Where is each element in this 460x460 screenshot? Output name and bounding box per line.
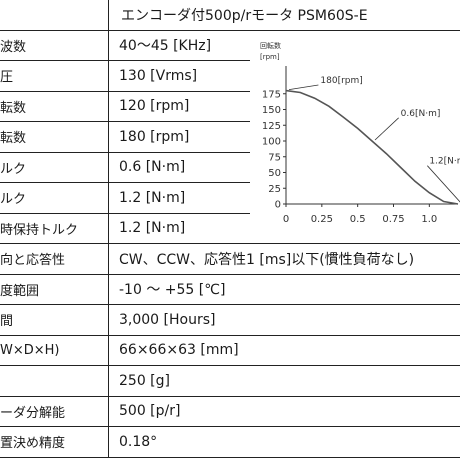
annotation-leader [427, 165, 460, 203]
spec-header-label [0, 0, 109, 31]
spec-row-label: 置決め精度 [0, 426, 109, 458]
spec-row-label: 時保持トルク [0, 213, 109, 244]
spec-row: 間 3,000 [Hours] [0, 304, 460, 336]
annotation-label: 0.6[N·m] [401, 109, 441, 119]
spec-row-value: 3,000 [Hours] [108, 304, 460, 336]
spec-row-label: 向と応答性 [0, 243, 109, 275]
spec-row: ーダ分解能 500 [p/r] [0, 396, 460, 427]
spec-row-value: -10 ～ +55 [℃] [108, 274, 460, 305]
spec-row: 向と応答性 CW、CCW、応答性1 [ms]以下(慣性負荷なし) [0, 243, 460, 275]
chart-svg: 回転数 [rpm] 0 25 50 75 100 125 150 175 0 0.25 0.5 0.75 1… [260, 41, 460, 225]
spec-row: 度範囲 -10 ～ +55 [℃] [0, 274, 460, 305]
y-axis-label: [rpm] [260, 53, 280, 61]
spec-row-label: 転数 [0, 121, 109, 153]
spec-row-label [0, 365, 109, 397]
torque-speed-chart: 回転数 [rpm] 0 25 50 75 100 125 150 175 0 0.25 0.5 0.75 1… [250, 36, 460, 236]
spec-row-label: 波数 [0, 30, 109, 61]
spec-row: 置決め精度 0.18° [0, 426, 460, 458]
spec-row-label: 間 [0, 304, 109, 336]
y-tick-label: 75 [268, 152, 281, 163]
spec-row-label: ルク [0, 182, 109, 214]
x-tick-label: 0.75 [382, 214, 404, 225]
spec-header-row: エンコーダ付500p/rモータ PSM60S-E [0, 0, 460, 31]
y-tick-label: 150 [262, 105, 281, 116]
spec-row-label: W×D×H) [0, 335, 109, 366]
y-tick-label: 125 [262, 121, 281, 132]
spec-row-value: 250 [g] [108, 365, 460, 397]
spec-row-label: ーダ分解能 [0, 396, 109, 427]
spec-row-value: CW、CCW、応答性1 [ms]以下(慣性負荷なし) [108, 243, 460, 275]
series-line [285, 89, 459, 205]
y-tick-label: 100 [262, 137, 281, 148]
y-tick-label: 175 [262, 89, 281, 100]
spec-row-value: 66×66×63 [mm] [108, 335, 460, 366]
y-tick-label: 0 [275, 200, 281, 211]
spec-row-label: 度範囲 [0, 274, 109, 305]
annotation-leader [288, 84, 319, 90]
annotation-label: 180[rpm] [320, 76, 362, 86]
annotation-label: 1.2[N·m] [429, 157, 460, 167]
y-axis-label: 回転数 [260, 41, 281, 50]
y-tick-label: 25 [268, 184, 281, 195]
spec-row: 250 [g] [0, 365, 460, 397]
x-tick-label: 0.25 [311, 214, 333, 225]
spec-header-value: エンコーダ付500p/rモータ PSM60S-E [108, 0, 460, 31]
x-tick-label: 1.0 [421, 214, 437, 225]
annotation-leader [374, 117, 399, 141]
x-tick-label: 0.5 [350, 214, 366, 225]
spec-row-value: 500 [p/r] [108, 396, 460, 427]
spec-row-value: 0.18° [108, 426, 460, 458]
spec-row-label: 圧 [0, 60, 109, 92]
x-tick-label: 0 [283, 214, 289, 225]
spec-row: W×D×H) 66×66×63 [mm] [0, 335, 460, 366]
spec-row-label: 転数 [0, 91, 109, 122]
y-tick-label: 50 [268, 168, 281, 179]
spec-row-label: ルク [0, 152, 109, 183]
